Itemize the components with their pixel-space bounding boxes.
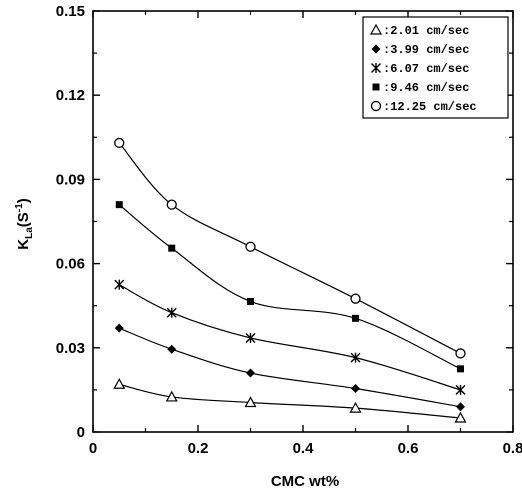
marker-shape [114,137,125,149]
marker-shape [455,348,466,359]
legend-marker [371,44,381,54]
series-line [118,204,461,370]
x-tick-label: 0.8 [503,440,522,457]
series-2 [114,279,466,395]
y-axis-label-sub: La [24,227,35,239]
data-point [457,365,464,373]
y-tick-label: 0.03 [56,340,85,357]
series-line [119,327,461,408]
marker-shape [349,401,362,413]
x-tick-label: 0.6 [398,440,419,457]
marker-shape [165,390,178,402]
marker-shape [370,100,382,112]
series-0 [113,378,467,423]
data-point [115,201,123,209]
marker-shape [245,241,256,252]
legend-label: :3.99 cm/sec [383,43,469,57]
series-4 [114,137,466,359]
legend-marker [372,83,380,91]
y-axis-label-exp: -1 [14,203,25,212]
marker-shape [247,297,254,305]
data-point [351,383,360,393]
x-axis-label: CMC wt% [271,473,339,490]
y-tick-label: 0.15 [56,3,85,20]
data-point [165,390,178,402]
data-point [167,344,177,354]
data-point [114,279,125,290]
marker-shape [352,314,359,322]
legend-label: :9.46 cm/sec [383,81,469,95]
marker-shape [113,378,126,389]
y-tick-label: 0.06 [56,256,85,273]
data-point [114,137,125,149]
data-point [166,307,177,318]
y-axis-label: KLa(S-1) [14,198,35,249]
legend-marker [369,23,383,35]
legend-box [362,16,509,119]
legend-marker [371,63,381,73]
ticks: 0 0.2 0.4 0.6 0.8 0 0.03 0.06 0.09 0.12 0.15 [56,3,522,457]
marker-shape [371,44,381,54]
y-axis-label-main: K [15,239,32,250]
series-line [119,383,461,419]
legend-marker [370,100,382,112]
data-point [166,199,177,210]
x-tick-label: 0.2 [188,440,209,457]
y-tick-label: 0.12 [56,87,85,104]
data-point [349,401,362,413]
marker-shape [456,402,465,412]
data-point [168,244,176,252]
data-point [247,297,254,305]
data-point [350,352,361,363]
y-tick-label: 0 [77,424,85,441]
marker-shape [246,368,255,378]
data-point [245,241,256,252]
data-point [352,314,359,322]
y-axis-label-close: ) [15,198,32,203]
data-point [113,378,126,389]
data-point [350,293,361,304]
data-point [114,323,124,333]
series-line [118,284,461,391]
legend: :2.01 cm/sec :3.99 cm/sec :6.07 cm/sec :9.4… [362,16,509,119]
marker-shape [350,293,361,304]
marker-shape [167,344,177,354]
marker-shape [115,201,123,209]
data-point [455,348,466,359]
marker-shape [166,199,177,210]
x-tick-label: 0.4 [293,440,315,457]
legend-label: :6.07 cm/sec [383,62,469,76]
marker-shape [372,83,380,91]
data-point [245,332,256,343]
marker-shape [457,365,464,373]
series-3 [115,201,464,373]
series-1 [114,323,465,412]
legend-label: :2.01 cm/sec [383,24,469,38]
legend-label: :12.25 cm/sec [383,100,477,114]
marker-shape [168,244,176,252]
data-point [246,368,255,378]
y-axis-label-tail: (S [15,212,32,227]
marker-shape [454,411,467,423]
data-point [454,411,467,423]
series [113,137,467,423]
marker-shape [351,383,360,393]
marker-shape [369,23,383,35]
y-tick-label: 0.09 [56,171,85,188]
x-tick-label: 0 [89,440,97,457]
data-point [455,384,466,395]
marker-shape [244,396,257,408]
data-point [456,402,465,412]
data-point [244,396,257,408]
marker-shape [114,323,124,333]
